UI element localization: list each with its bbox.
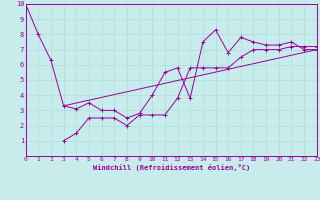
X-axis label: Windchill (Refroidissement éolien,°C): Windchill (Refroidissement éolien,°C) (92, 164, 250, 171)
